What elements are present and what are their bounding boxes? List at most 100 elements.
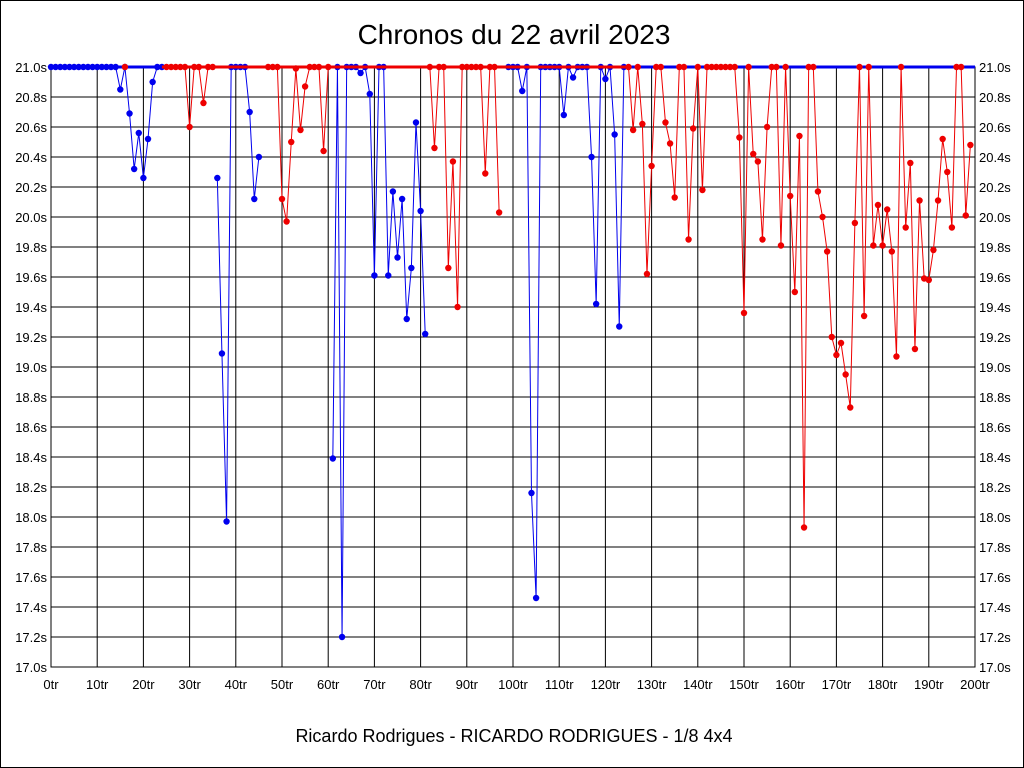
data-point — [385, 272, 392, 279]
data-point — [847, 404, 854, 411]
x-tick-label: 170tr — [822, 677, 852, 692]
data-point — [117, 86, 124, 93]
data-point — [80, 63, 87, 71]
y-tick-label-left: 18.4s — [15, 450, 47, 465]
data-point — [357, 69, 364, 77]
data-point — [708, 63, 715, 71]
x-tick-label: 10tr — [86, 677, 109, 692]
data-point — [218, 350, 226, 357]
data-point — [782, 63, 789, 71]
y-tick-label-right: 19.6s — [979, 270, 1011, 285]
x-tick-label: 150tr — [729, 677, 759, 692]
data-point — [860, 312, 868, 320]
x-tick-label: 110tr — [545, 677, 574, 692]
data-point — [329, 455, 337, 462]
data-point — [763, 123, 771, 131]
y-tick-label-right: 17.4s — [979, 600, 1011, 615]
data-point — [907, 159, 914, 167]
data-point — [315, 63, 323, 71]
data-point — [902, 224, 909, 231]
data-point — [435, 63, 443, 71]
y-tick-label-left: 20.0s — [15, 210, 47, 225]
data-point — [495, 209, 503, 216]
data-point — [930, 246, 937, 254]
x-tick-label: 30tr — [178, 677, 201, 692]
data-point — [957, 63, 965, 71]
data-point — [934, 197, 942, 204]
y-tick-label-right: 20.0s — [979, 210, 1011, 225]
data-point — [819, 213, 826, 221]
x-tick-label: 50tr — [271, 677, 294, 692]
data-point — [851, 219, 859, 227]
data-point — [967, 141, 974, 149]
grid-lines — [50, 66, 976, 668]
data-point — [449, 158, 457, 165]
data-point — [916, 197, 923, 204]
y-tick-label-right: 20.8s — [979, 90, 1011, 105]
y-tick-label-right: 18.0s — [979, 510, 1011, 525]
data-point — [888, 248, 896, 255]
data-point — [948, 224, 956, 231]
data-point — [163, 63, 170, 71]
data-point — [662, 119, 669, 126]
data-point — [639, 120, 646, 128]
data-point — [740, 309, 748, 317]
data-point — [223, 518, 230, 525]
data-point — [879, 242, 886, 249]
data-point — [417, 207, 424, 215]
data-point — [726, 63, 734, 71]
data-point — [325, 63, 332, 71]
data-point — [112, 63, 119, 71]
data-point — [149, 78, 156, 86]
y-tick-label-left: 20.6s — [15, 120, 47, 135]
data-point — [754, 158, 762, 165]
data-point — [833, 351, 840, 359]
data-point — [440, 63, 447, 71]
data-point — [200, 99, 207, 107]
data-point — [107, 63, 115, 71]
data-point — [528, 489, 535, 497]
data-point — [648, 162, 655, 170]
y-tick-label-left: 18.0s — [15, 510, 47, 525]
y-tick-label-left: 20.4s — [15, 150, 47, 165]
data-point — [787, 192, 794, 200]
data-point — [939, 135, 946, 143]
data-point — [311, 63, 318, 71]
data-point — [52, 63, 59, 71]
y-tick-label-left: 17.0s — [15, 660, 47, 675]
data-point — [837, 339, 845, 347]
data-point — [625, 63, 632, 71]
data-point — [255, 153, 263, 161]
data-point — [426, 63, 434, 71]
data-point — [810, 63, 817, 71]
data-point — [445, 264, 452, 272]
data-point — [884, 206, 891, 213]
data-point — [893, 353, 900, 360]
data-point — [398, 195, 406, 203]
x-tick-label: 80tr — [409, 677, 432, 692]
data-point — [126, 110, 133, 117]
data-point — [796, 132, 803, 140]
x-tick-label: 20tr — [132, 677, 155, 692]
data-point — [75, 63, 82, 71]
y-tick-label-right: 18.4s — [979, 450, 1011, 465]
data-point — [288, 138, 295, 146]
data-point — [408, 264, 415, 272]
y-tick-label-left: 21.0s — [15, 60, 47, 75]
data-point — [251, 195, 258, 203]
data-point — [186, 123, 193, 131]
data-point — [214, 174, 221, 182]
data-point — [135, 129, 142, 137]
data-point — [874, 201, 882, 209]
data-point — [689, 125, 697, 132]
data-point — [431, 144, 438, 152]
y-tick-label-right: 17.2s — [979, 630, 1011, 645]
data-point — [274, 63, 281, 71]
y-tick-label-right: 18.6s — [979, 420, 1011, 435]
y-tick-label-right: 17.8s — [979, 540, 1011, 555]
y-tick-label-left: 18.2s — [15, 480, 47, 495]
data-point — [472, 63, 480, 71]
data-point — [745, 63, 752, 71]
data-point — [209, 63, 216, 71]
